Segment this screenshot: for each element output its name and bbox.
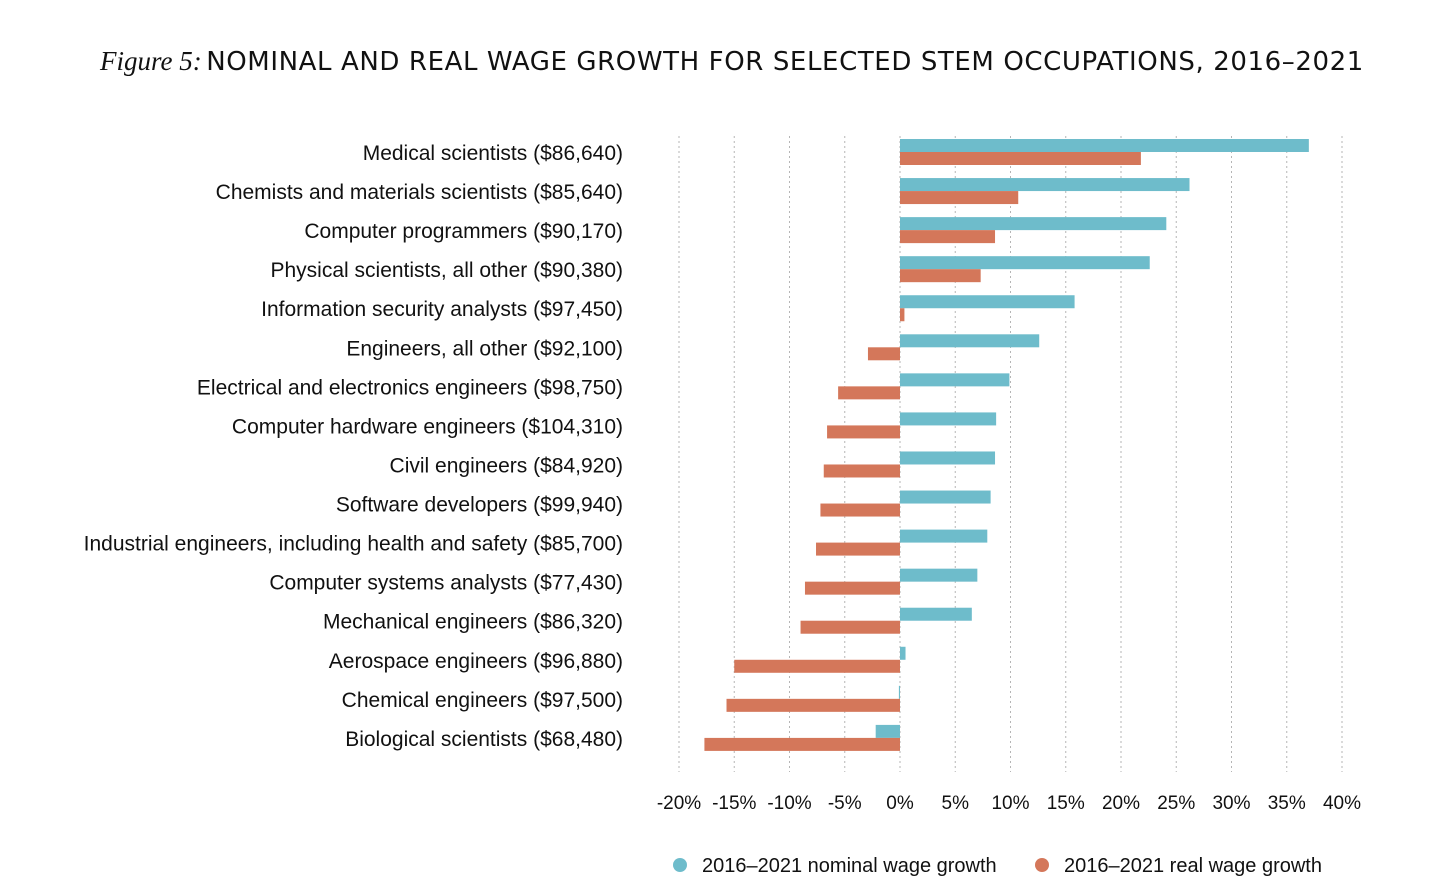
x-tick-label: 40% — [1323, 793, 1361, 814]
bar-real — [726, 698, 900, 712]
category-label: Industrial engineers, including health a… — [84, 533, 623, 556]
bar-nominal — [900, 178, 1190, 192]
category-label: Computer systems analysts ($77,430) — [269, 572, 623, 595]
x-tick-label: -5% — [828, 793, 862, 814]
bar-real — [823, 464, 900, 478]
category-label: Biological scientists ($68,480) — [345, 728, 623, 751]
x-tick-label: 30% — [1212, 793, 1250, 814]
bar-real — [804, 581, 900, 595]
bar-real — [900, 308, 905, 322]
bar-nominal — [900, 607, 972, 621]
bar-real — [900, 152, 1141, 165]
category-label: Chemists and materials scientists ($85,6… — [216, 181, 623, 204]
x-tick-label: 10% — [991, 793, 1029, 814]
bars-layer — [704, 139, 1309, 751]
bar-nominal — [875, 724, 900, 738]
legend-label-nominal: 2016–2021 nominal wage growth — [702, 855, 997, 877]
category-label: Chemical engineers ($97,500) — [342, 689, 623, 712]
x-tick-label: 0% — [886, 793, 914, 814]
bar-real — [800, 620, 900, 634]
category-label: Software developers ($99,940) — [336, 494, 623, 517]
bar-nominal — [900, 451, 996, 465]
category-label: Medical scientists ($86,640) — [363, 142, 623, 165]
bar-real — [867, 347, 900, 361]
bar-nominal — [900, 490, 991, 504]
bar-real — [704, 737, 900, 751]
bar-real — [734, 659, 900, 673]
legend-marker-real — [1035, 858, 1049, 872]
figure-label: Figure 5: — [100, 46, 202, 76]
category-label: Physical scientists, all other ($90,380) — [271, 259, 624, 282]
bar-nominal — [900, 646, 906, 660]
bar-real — [827, 425, 900, 439]
bar-real — [838, 386, 900, 400]
x-tick-label: 15% — [1047, 793, 1085, 814]
bar-nominal — [900, 529, 988, 543]
figure-title: Figure 5: NOMINAL AND REAL WAGE GROWTH F… — [100, 46, 1420, 77]
category-label: Electrical and electronics engineers ($9… — [197, 376, 623, 399]
legend-label-real: 2016–2021 real wage growth — [1064, 855, 1322, 877]
bar-nominal — [900, 568, 978, 582]
bar-nominal — [900, 295, 1075, 309]
chart-title: NOMINAL AND REAL WAGE GROWTH FOR SELECTE… — [206, 47, 1364, 77]
bar-nominal — [900, 139, 1309, 152]
bar-real — [900, 230, 996, 244]
legend-marker-nominal — [673, 858, 687, 872]
bar-real — [900, 269, 981, 283]
bar-real — [816, 542, 900, 556]
category-label: Mechanical engineers ($86,320) — [323, 611, 623, 634]
x-tick-label: 25% — [1157, 793, 1195, 814]
category-label: Information security analysts ($97,450) — [261, 298, 623, 321]
bar-real — [820, 503, 900, 517]
x-tick-label: 35% — [1268, 793, 1306, 814]
x-tick-label: -20% — [657, 793, 701, 814]
x-tick-label: 20% — [1102, 793, 1140, 814]
category-label: Computer hardware engineers ($104,310) — [232, 415, 623, 438]
bar-nominal — [900, 412, 997, 426]
legend: 2016–2021 nominal wage growth 2016–2021 r… — [673, 855, 1322, 877]
x-tick-label: 5% — [942, 793, 970, 814]
x-tick-label: -15% — [712, 793, 756, 814]
bar-nominal — [900, 256, 1150, 270]
bar-nominal — [898, 685, 900, 699]
x-tick-label: -10% — [767, 793, 811, 814]
bar-real — [900, 191, 1019, 205]
x-axis-ticks: -20% -15% -10% -5% 0% 5% 10% 15% 20% 25% 30% 35% 40% — [657, 793, 1361, 814]
category-label: Computer programmers ($90,170) — [304, 220, 623, 243]
category-label: Civil engineers ($84,920) — [390, 454, 623, 477]
bar-nominal — [900, 334, 1040, 348]
bar-nominal — [900, 217, 1167, 231]
category-label: Aerospace engineers ($96,880) — [329, 650, 623, 673]
category-labels: Medical scientists ($86,640) Chemists and… — [84, 142, 623, 751]
bar-nominal — [900, 373, 1010, 387]
grid-layer — [678, 136, 1343, 772]
category-label: Engineers, all other ($92,100) — [346, 337, 623, 360]
